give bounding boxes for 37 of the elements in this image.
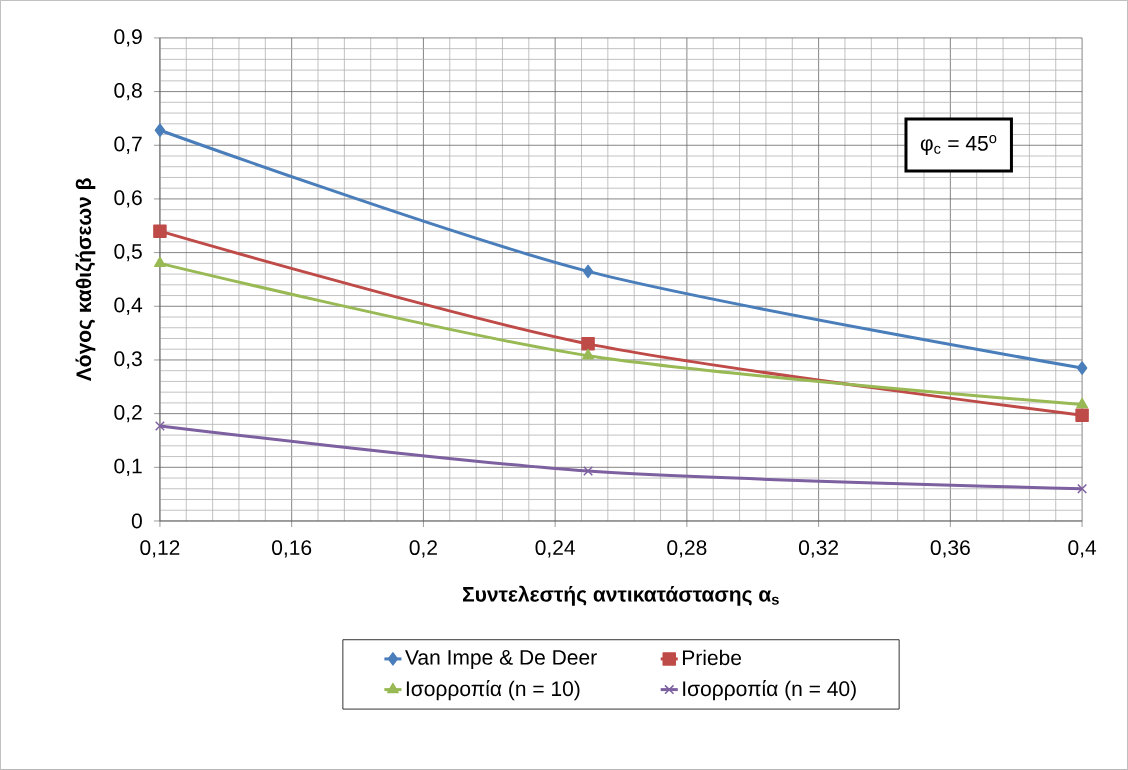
- x-axis-title: Συντελεστής αντικατάστασης α$_{s}$: [463, 585, 779, 606]
- point: [154, 123, 166, 138]
- point: [582, 348, 595, 360]
- point: [581, 337, 595, 351]
- y-axis-title: Λόγος καθιζήσεων β: [75, 178, 96, 382]
- point: [153, 256, 166, 268]
- x-tick-label: 0,4: [1068, 540, 1097, 558]
- point: [583, 466, 594, 477]
- y-tick-label: 0,8: [114, 82, 142, 101]
- x-tick-label: 0,24: [535, 540, 575, 558]
- annotation: φ$_{c}$ = 45$^{o}$: [920, 135, 997, 155]
- point: [153, 224, 167, 238]
- x-tick-label: 0,12: [140, 540, 180, 558]
- legend-label: Priebe: [683, 649, 742, 666]
- x-tick-label: 0,28: [667, 540, 707, 558]
- x-tick-label: 0,2: [409, 540, 437, 558]
- legend-label: Ισορροπία (n = 10): [406, 680, 580, 701]
- point: [1075, 408, 1089, 423]
- point: [154, 421, 165, 431]
- y-tick-label: 0,6: [114, 190, 142, 208]
- y-tick-label: 0,1: [114, 458, 142, 477]
- y-tick-label: 0,4: [114, 297, 143, 315]
- legend-label: Van Impe & De Deer: [405, 650, 597, 669]
- y-tick-label: 0,7: [114, 136, 142, 154]
- x-tick-label: 0,36: [930, 540, 970, 558]
- y-tick-label: 0,2: [114, 404, 142, 423]
- x-tick-label: 0,16: [272, 540, 312, 558]
- y-tick-label: 0: [131, 513, 142, 529]
- y-tick-label: 0,3: [114, 351, 142, 369]
- y-tick-label: 0,5: [114, 243, 142, 262]
- point: [1076, 397, 1089, 409]
- point: [582, 264, 594, 279]
- legend-label: Ισορροπία (n = 40): [683, 680, 856, 701]
- point: [1077, 483, 1088, 494]
- x-tick-label: 0,32: [798, 540, 838, 558]
- y-tick-label: 0,9: [114, 29, 142, 47]
- point: [1076, 361, 1088, 375]
